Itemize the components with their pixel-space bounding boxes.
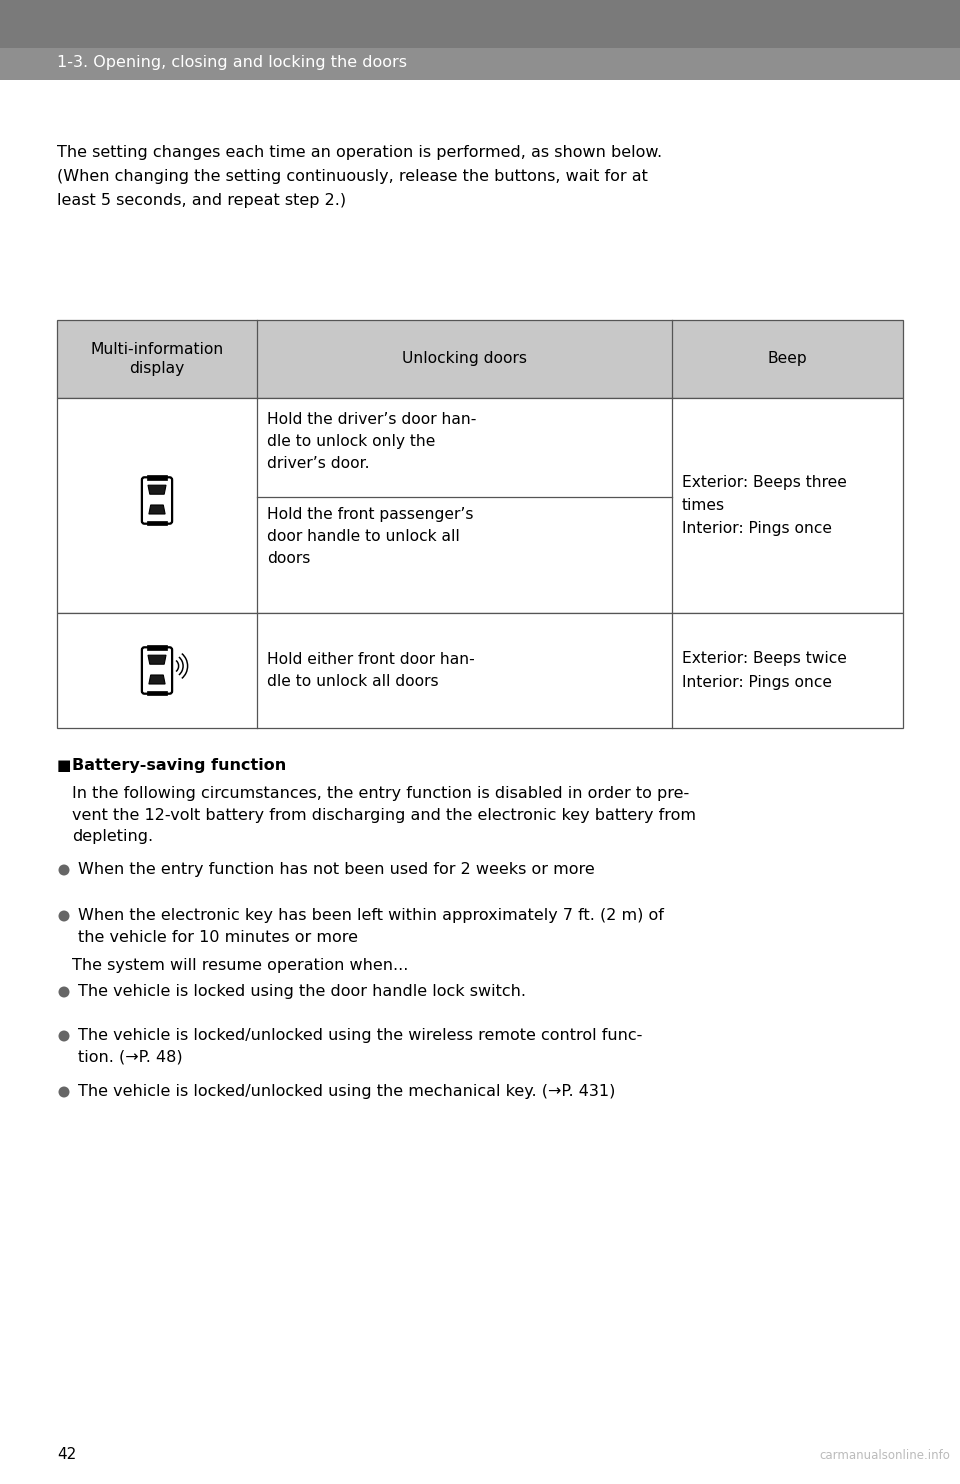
Text: When the entry function has not been used for 2 weeks or more: When the entry function has not been use…	[78, 862, 595, 877]
Text: In the following circumstances, the entry function is disabled in order to pre-
: In the following circumstances, the entr…	[72, 787, 696, 844]
Text: The vehicle is locked/unlocked using the mechanical key. (→P. 431): The vehicle is locked/unlocked using the…	[78, 1083, 615, 1100]
Polygon shape	[149, 675, 165, 684]
Text: The setting changes each time an operation is performed, as shown below.: The setting changes each time an operati…	[57, 145, 662, 160]
Bar	[147, 475, 167, 479]
Text: Hold the driver’s door han-
dle to unlock only the
driver’s door.: Hold the driver’s door han- dle to unloc…	[267, 413, 476, 472]
FancyBboxPatch shape	[142, 478, 172, 524]
Bar	[57, 613, 903, 729]
Text: Exterior: Beeps three
times
Interior: Pings once: Exterior: Beeps three times Interior: Pi…	[682, 475, 847, 536]
Text: (When changing the setting continuously, release the buttons, wait for at: (When changing the setting continuously,…	[57, 169, 648, 184]
Bar	[147, 692, 167, 695]
Text: Unlocking doors: Unlocking doors	[402, 352, 527, 367]
Circle shape	[59, 865, 69, 876]
Text: ■: ■	[57, 758, 71, 773]
Text: Battery-saving function: Battery-saving function	[72, 758, 286, 773]
Circle shape	[59, 1030, 69, 1042]
Polygon shape	[148, 485, 166, 494]
Text: The system will resume operation when...: The system will resume operation when...	[72, 959, 408, 974]
Circle shape	[59, 911, 69, 922]
Bar	[147, 521, 167, 525]
Polygon shape	[148, 656, 166, 665]
FancyBboxPatch shape	[142, 647, 172, 693]
Text: 1-3. Opening, closing and locking the doors: 1-3. Opening, closing and locking the do…	[57, 55, 407, 70]
Bar	[57, 398, 903, 613]
Bar	[0, 0, 960, 47]
Text: 42: 42	[57, 1447, 76, 1462]
Text: Exterior: Beeps twice
Interior: Pings once: Exterior: Beeps twice Interior: Pings on…	[682, 651, 847, 690]
Bar	[0, 47, 960, 80]
Text: When the electronic key has been left within approximately 7 ft. (2 m) of
the ve: When the electronic key has been left wi…	[78, 908, 664, 945]
Circle shape	[59, 987, 69, 997]
Text: carmanualsonline.info: carmanualsonline.info	[819, 1448, 950, 1462]
Text: Hold either front door han-
dle to unlock all doors: Hold either front door han- dle to unloc…	[267, 651, 475, 689]
Text: The vehicle is locked/unlocked using the wireless remote control func-
tion. (→P: The vehicle is locked/unlocked using the…	[78, 1028, 642, 1064]
Bar	[57, 321, 903, 398]
Polygon shape	[149, 505, 165, 513]
Bar	[147, 646, 167, 650]
Circle shape	[59, 1086, 69, 1098]
Text: Beep: Beep	[768, 352, 807, 367]
Text: least 5 seconds, and repeat step 2.): least 5 seconds, and repeat step 2.)	[57, 193, 347, 208]
Text: Hold the front passenger’s
door handle to unlock all
doors: Hold the front passenger’s door handle t…	[267, 508, 473, 567]
Text: The vehicle is locked using the door handle lock switch.: The vehicle is locked using the door han…	[78, 984, 526, 999]
Text: Multi-information
display: Multi-information display	[90, 341, 224, 377]
